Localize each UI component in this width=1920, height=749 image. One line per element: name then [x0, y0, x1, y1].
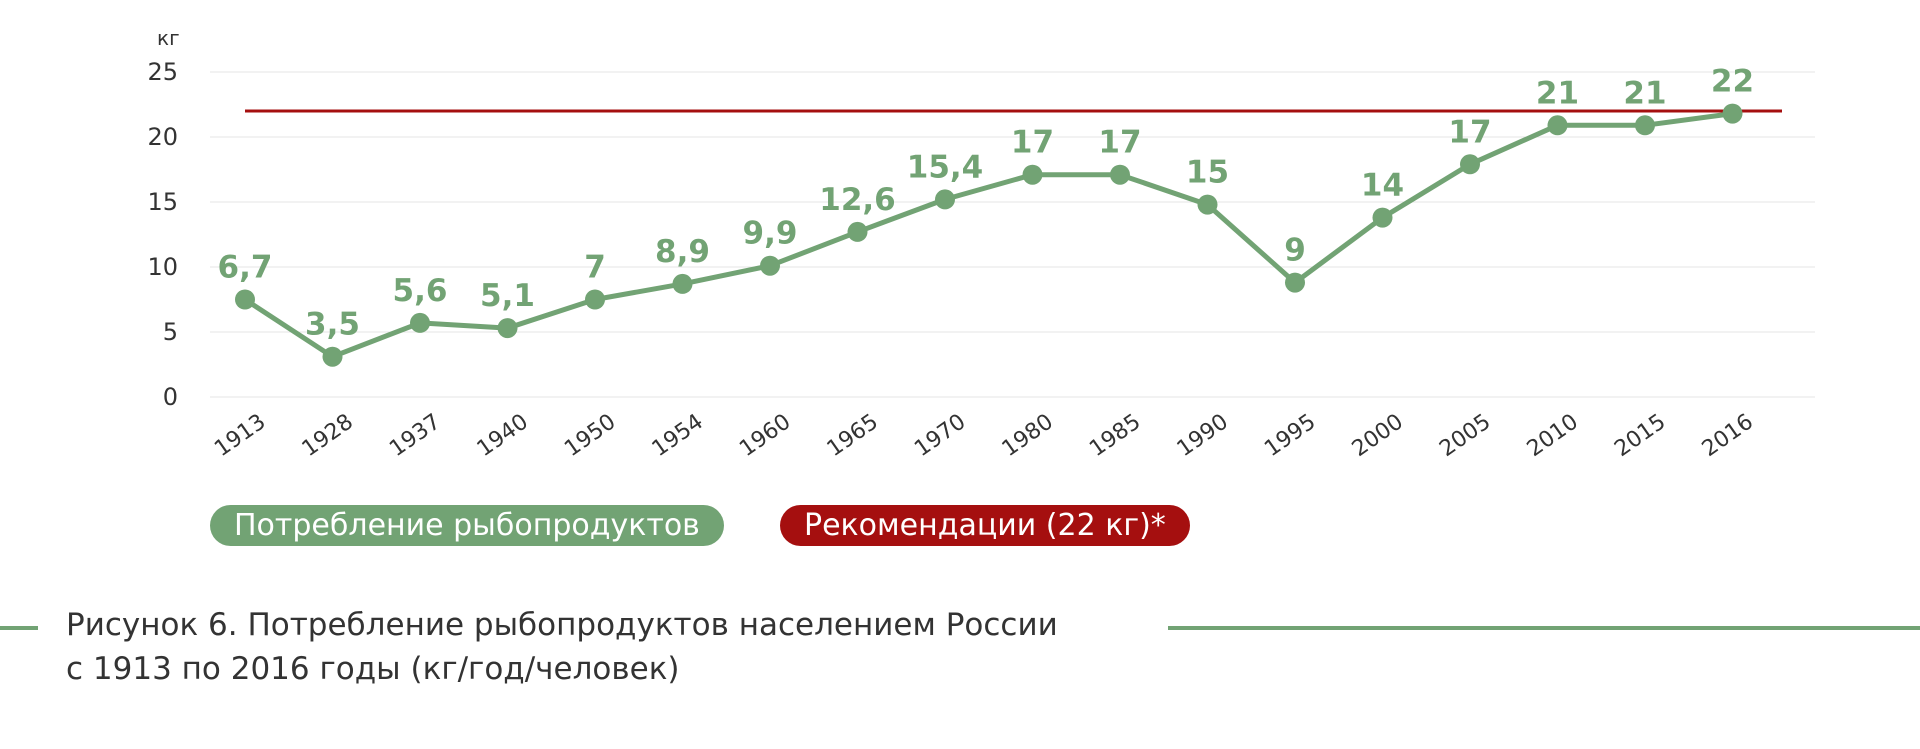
y-tick-label: 5 [163, 318, 178, 346]
consumption-points [235, 103, 1743, 367]
figure-caption-line-1: Рисунок 6. Потребление рыбопродуктов нас… [66, 607, 1058, 643]
x-tick-label: 1980 [998, 409, 1058, 462]
x-tick-label: 1990 [1173, 409, 1233, 462]
data-label: 8,9 [655, 234, 710, 270]
x-tick-label: 2010 [1523, 409, 1583, 462]
y-tick-label: 20 [147, 123, 178, 151]
data-point [410, 312, 430, 333]
data-point [1547, 115, 1568, 136]
x-tick-label: 1937 [385, 409, 445, 462]
caption-rule-left [0, 626, 38, 630]
data-point [1722, 103, 1743, 124]
data-label: 5,6 [393, 273, 448, 309]
x-tick-label: 2015 [1610, 409, 1670, 462]
data-point [1110, 164, 1130, 185]
x-axis-ticks: 1913 1928 1937 1940 1950 1954 1960 1965 1970 1980… [210, 409, 1758, 462]
data-point [935, 189, 955, 210]
y-axis-ticks: 0 5 10 15 20 25 [147, 58, 178, 411]
data-point [760, 255, 780, 276]
data-point [1372, 207, 1393, 228]
y-tick-label: 15 [147, 188, 178, 216]
data-label: 9 [1284, 233, 1306, 269]
data-point [497, 318, 518, 339]
data-label: 12,6 [819, 182, 896, 218]
data-label: 17 [1448, 114, 1491, 150]
legend-recommendation: Рекомендации (22 кг)* [780, 505, 1190, 546]
data-point [235, 289, 255, 310]
x-tick-label: 1960 [735, 409, 795, 462]
legend-consumption: Потребление рыбопродуктов [210, 505, 724, 546]
y-axis-unit-label: кг [157, 26, 180, 50]
x-tick-label: 1950 [560, 409, 620, 462]
data-label: 3,5 [305, 307, 360, 343]
data-label: 22 [1711, 64, 1754, 100]
data-label: 15 [1186, 155, 1229, 191]
data-point [322, 346, 343, 367]
data-label: 15,4 [907, 149, 984, 185]
figure-caption-line-2: с 1913 по 2016 годы (кг/год/человек) [66, 651, 680, 687]
data-point [1635, 115, 1655, 136]
x-tick-label: 1985 [1085, 409, 1145, 462]
x-tick-label: 1913 [210, 409, 270, 462]
data-label: 17 [1098, 125, 1141, 161]
data-label: 9,9 [743, 216, 798, 252]
data-point [1197, 194, 1218, 215]
consumption-series-line [243, 111, 1733, 360]
data-label: 6,7 [218, 250, 273, 286]
data-label: 21 [1623, 75, 1666, 111]
data-label: 5,1 [480, 278, 535, 314]
data-point [672, 273, 693, 294]
x-tick-label: 1995 [1260, 409, 1320, 462]
data-labels: 6,7 3,5 5,6 5,1 7 8,9 9,9 12,6 15,4 17 17 15 9 14 17 21… [218, 64, 1755, 343]
data-point [585, 289, 605, 310]
data-point [1022, 164, 1043, 185]
data-label: 17 [1011, 125, 1054, 161]
caption-rule-right [1168, 626, 1920, 630]
data-point [1285, 272, 1305, 293]
y-tick-label: 25 [147, 58, 178, 86]
x-tick-label: 1954 [648, 409, 708, 462]
x-tick-label: 1970 [910, 409, 970, 462]
data-point [847, 221, 868, 242]
x-tick-label: 1940 [473, 409, 533, 462]
data-point [1460, 154, 1480, 175]
gridlines [210, 71, 1815, 398]
y-tick-label: 0 [163, 383, 178, 411]
y-tick-label: 10 [147, 253, 178, 281]
data-label: 14 [1361, 168, 1404, 204]
data-label: 21 [1536, 75, 1579, 111]
data-label: 7 [584, 250, 606, 286]
x-tick-label: 2005 [1435, 409, 1495, 462]
x-tick-label: 1965 [823, 409, 883, 462]
x-tick-label: 1928 [298, 409, 358, 462]
x-tick-label: 2016 [1698, 409, 1758, 462]
x-tick-label: 2000 [1348, 409, 1408, 462]
